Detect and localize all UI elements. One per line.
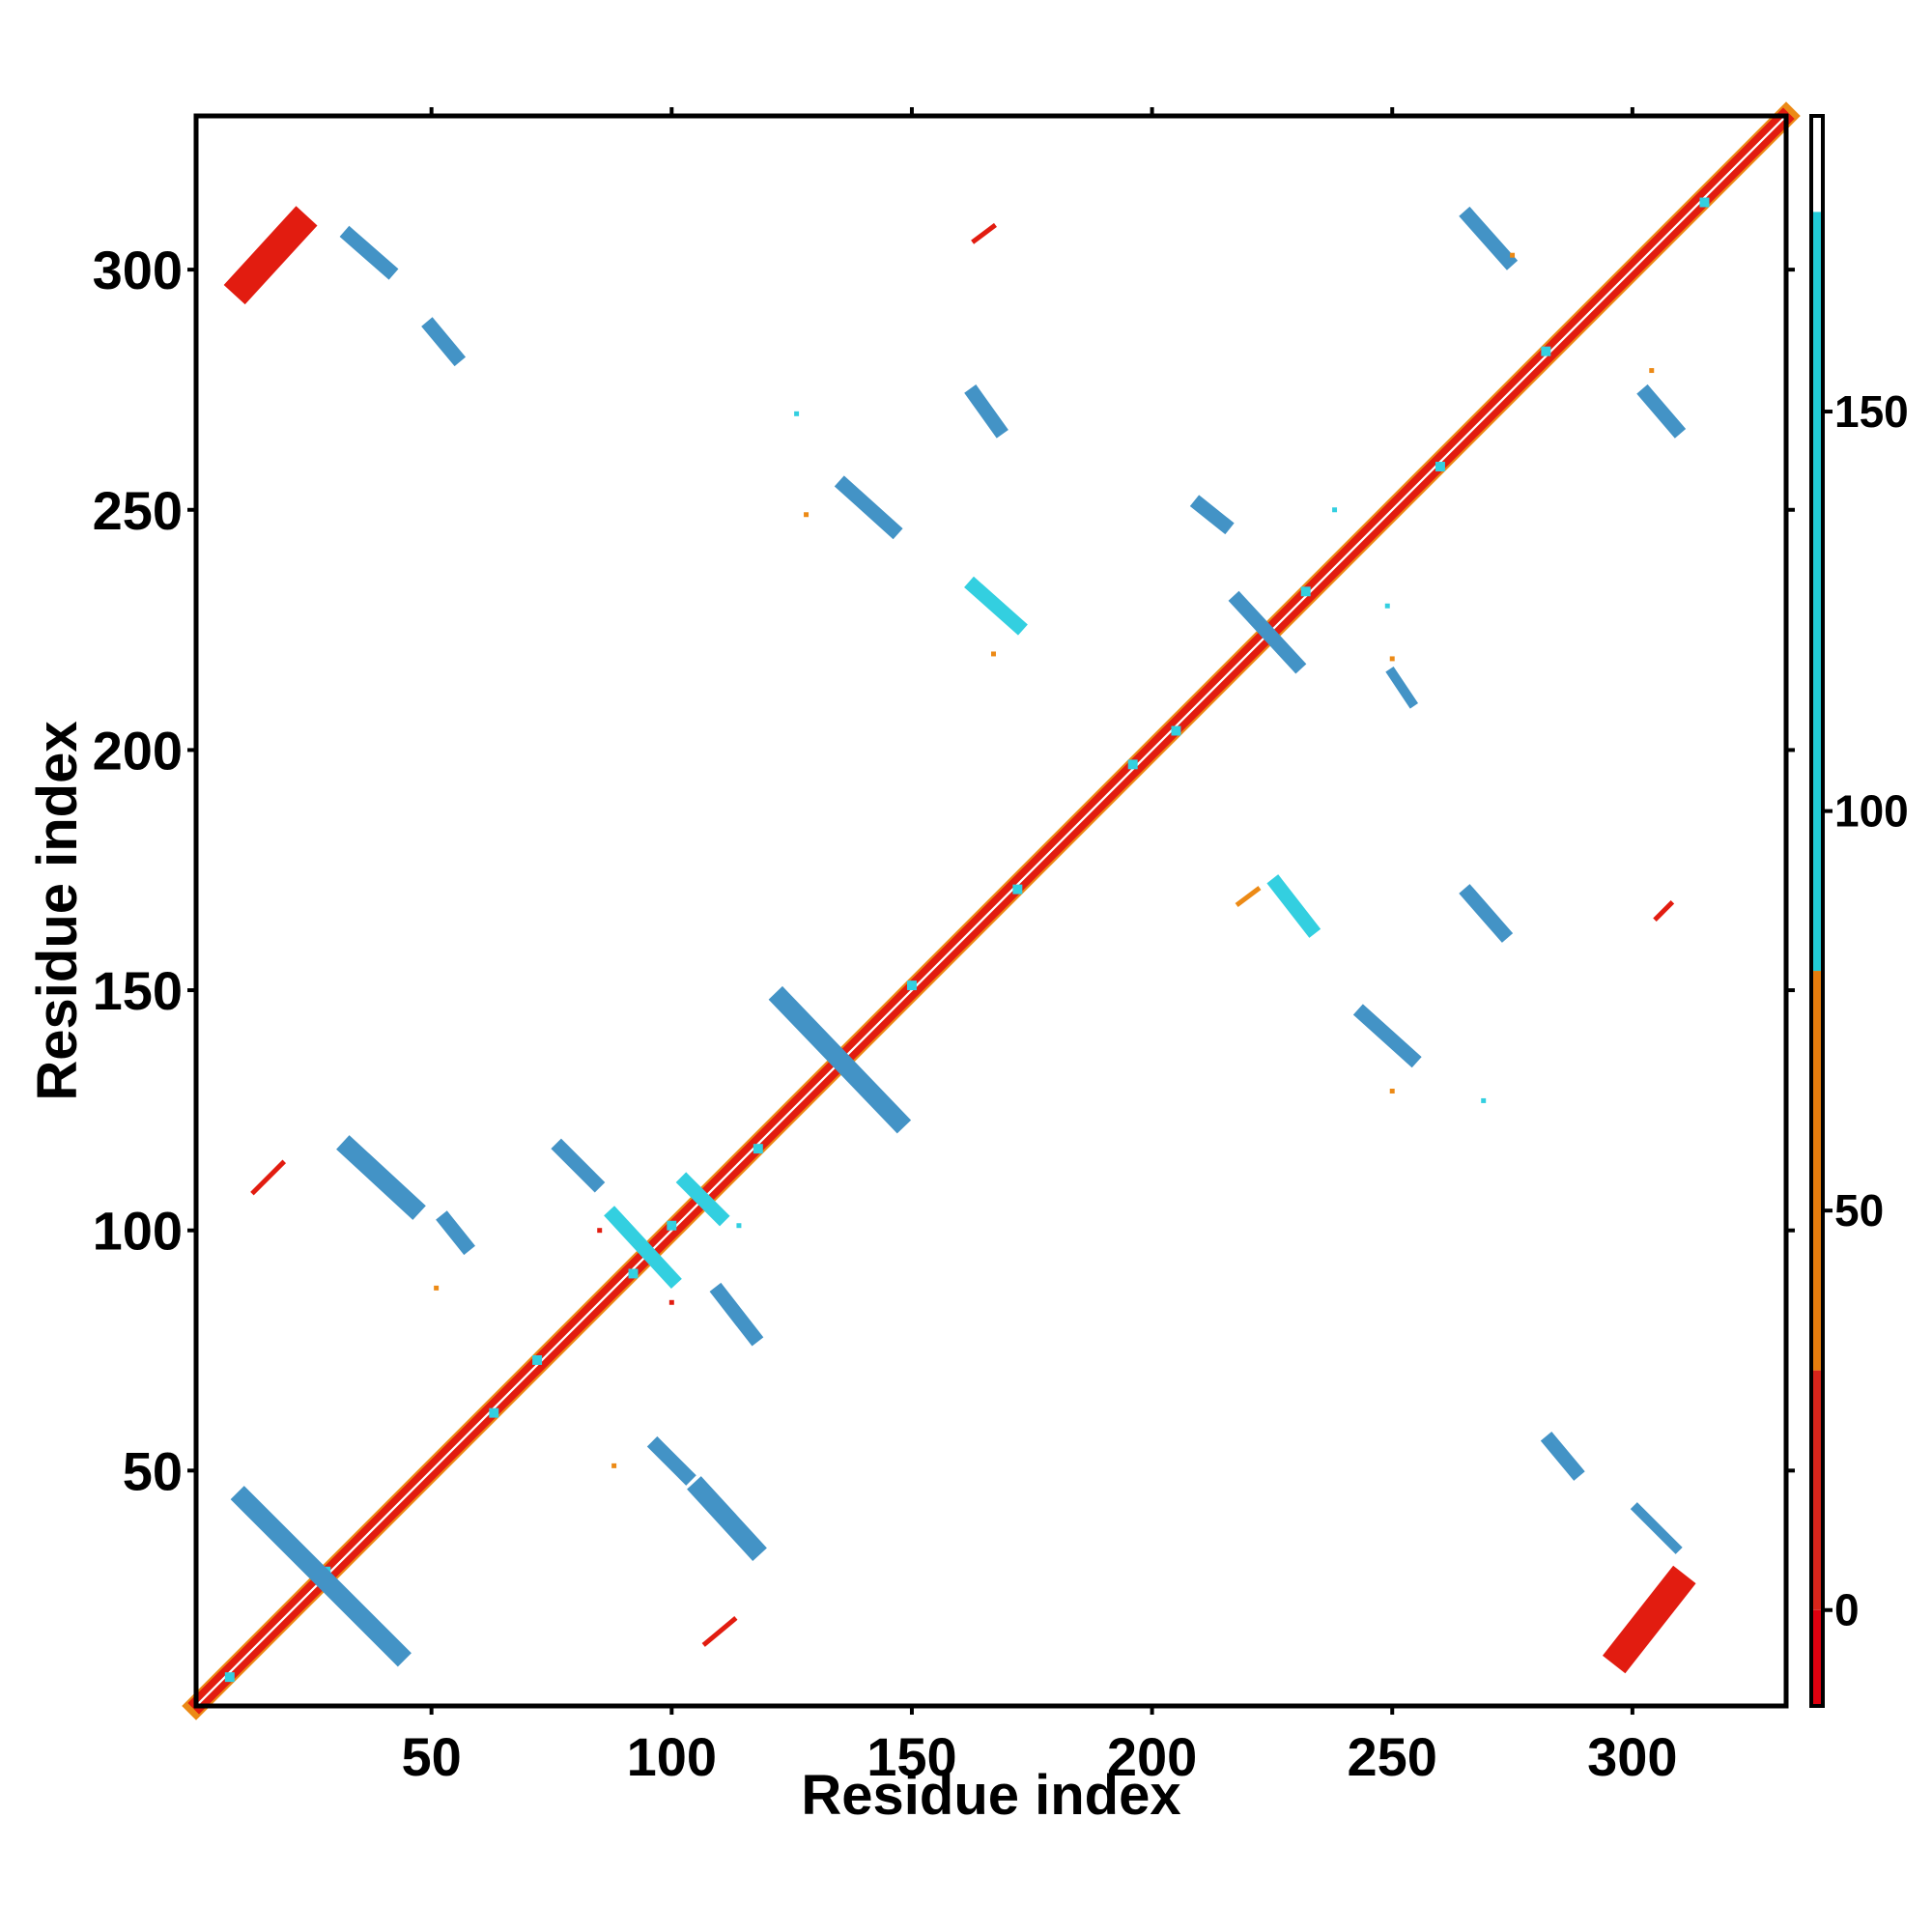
contact-point-11	[1649, 368, 1655, 374]
contact-segment-25	[1630, 1502, 1683, 1554]
colorbar-band-0	[1811, 1609, 1823, 1706]
contact-segment-15	[336, 1135, 426, 1220]
diagonal-speckle-14	[1699, 197, 1710, 208]
y-tick-label-200: 200	[93, 720, 183, 781]
diagonal-speckle-10	[1171, 725, 1181, 736]
y-tick-label-100: 100	[93, 1201, 183, 1262]
contact-point-8	[991, 651, 996, 657]
diagonal-speckle-9	[1127, 759, 1138, 770]
diagonal-speckle-8	[1012, 884, 1023, 895]
contact-point-5	[1481, 1097, 1487, 1103]
contact-segment-18	[604, 1206, 682, 1289]
colorbar-tick-label-150: 150	[1834, 386, 1909, 437]
contact-segments	[223, 206, 1696, 1674]
diagonal-red-upper	[187, 107, 1789, 1709]
diagonal-speckle-5	[667, 1220, 677, 1231]
y-tick-label-250: 250	[93, 480, 183, 541]
axes: 50 100 150 200 250 300 50 100 150 200 250 300	[93, 107, 1795, 1787]
y-tick-label-300: 300	[93, 240, 183, 300]
diagonal-band	[182, 101, 1801, 1720]
contact-segment-7	[1459, 206, 1519, 270]
contact-segment-13	[1352, 1004, 1422, 1068]
contact-segment-24	[1540, 1431, 1585, 1481]
contact-points	[434, 252, 1655, 1468]
y-tick-label-150: 150	[93, 960, 183, 1021]
x-axis-title: Residue index	[801, 1764, 1180, 1827]
contact-segment-26	[1602, 1565, 1696, 1674]
contact-point-14	[736, 1223, 742, 1229]
diagonal-speckle-7	[906, 980, 917, 991]
diagonal-center	[194, 114, 1788, 1708]
contact-segment-31	[1235, 886, 1262, 908]
contact-segment-1	[339, 225, 399, 280]
plot-frame	[193, 113, 1789, 1709]
contact-point-13	[597, 1228, 603, 1234]
contact-point-4	[1389, 1088, 1395, 1094]
contact-segment-16	[551, 1138, 606, 1193]
colorbar-tick-label-50: 50	[1834, 1185, 1884, 1236]
contact-point-2	[611, 1463, 617, 1468]
diagonal-speckle-0	[224, 1672, 235, 1683]
colorbar-band-3	[1811, 212, 1823, 972]
y-axis-title: Residue index	[26, 721, 89, 1100]
contact-segment-6	[1189, 495, 1235, 535]
colorbar-tick-label-100: 100	[1834, 786, 1909, 837]
contact-segment-27	[250, 1159, 287, 1196]
diagonal-speckle-3	[532, 1354, 543, 1365]
x-tick-label-200: 200	[1107, 1726, 1197, 1787]
contact-segment-3	[964, 384, 1009, 439]
contact-point-0	[804, 512, 810, 518]
diagonal-red-lower	[193, 113, 1795, 1715]
contact-point-3	[434, 1285, 440, 1291]
contact-segment-20	[709, 1282, 764, 1347]
diagonal-speckle-4	[628, 1268, 639, 1279]
contact-point-10	[1510, 252, 1516, 258]
colorbar-band-4	[1811, 116, 1823, 213]
colorbar-band-2	[1811, 971, 1823, 1371]
x-tick-label-150: 150	[867, 1726, 956, 1787]
diagonal-speckle-2	[489, 1407, 499, 1418]
contact-segment-17	[436, 1210, 475, 1256]
contact-segment-8	[1636, 384, 1687, 439]
contact-segment-29	[971, 222, 997, 244]
x-tick-label-250: 250	[1348, 1726, 1437, 1787]
contact-segment-23	[230, 1486, 412, 1667]
contact-segment-11	[1266, 874, 1321, 938]
contact-point-1	[794, 411, 800, 416]
contact-point-9	[1332, 507, 1338, 513]
contact-segment-12	[1459, 884, 1514, 943]
x-tick-label-100: 100	[627, 1726, 717, 1787]
contact-segment-5	[964, 576, 1028, 636]
diagonal-speckle-12	[1435, 462, 1445, 471]
contact-segment-10	[1385, 666, 1419, 709]
contact-segment-4	[834, 475, 903, 540]
contact-point-6	[1389, 656, 1395, 662]
contact-segment-28	[701, 1615, 738, 1647]
contact-segment-2	[421, 317, 467, 367]
diagonal-speckle-13	[1541, 346, 1551, 356]
diagonal-speckle-11	[1300, 586, 1311, 597]
contact-point-7	[1384, 603, 1390, 609]
colorbar-frame	[1809, 114, 1825, 1708]
contact-segment-9	[1228, 590, 1307, 674]
x-tick-label-300: 300	[1587, 1726, 1677, 1787]
diagonal-speckle-6	[753, 1144, 763, 1154]
y-tick-label-50: 50	[123, 1440, 183, 1501]
contact-segment-14	[768, 985, 912, 1134]
contact-segment-0	[223, 206, 318, 305]
x-tick-label-50: 50	[402, 1726, 462, 1787]
contact-segment-30	[1653, 900, 1675, 922]
contact-segment-22	[687, 1476, 767, 1561]
colorbar-tick-label-0: 0	[1834, 1585, 1860, 1635]
colorbar: 0 50 100 150	[1809, 114, 1909, 1708]
contact-point-12	[668, 1299, 674, 1305]
colorbar-band-1	[1811, 1370, 1823, 1610]
contact-segment-21	[646, 1435, 696, 1486]
contact-segment-19	[675, 1172, 730, 1227]
